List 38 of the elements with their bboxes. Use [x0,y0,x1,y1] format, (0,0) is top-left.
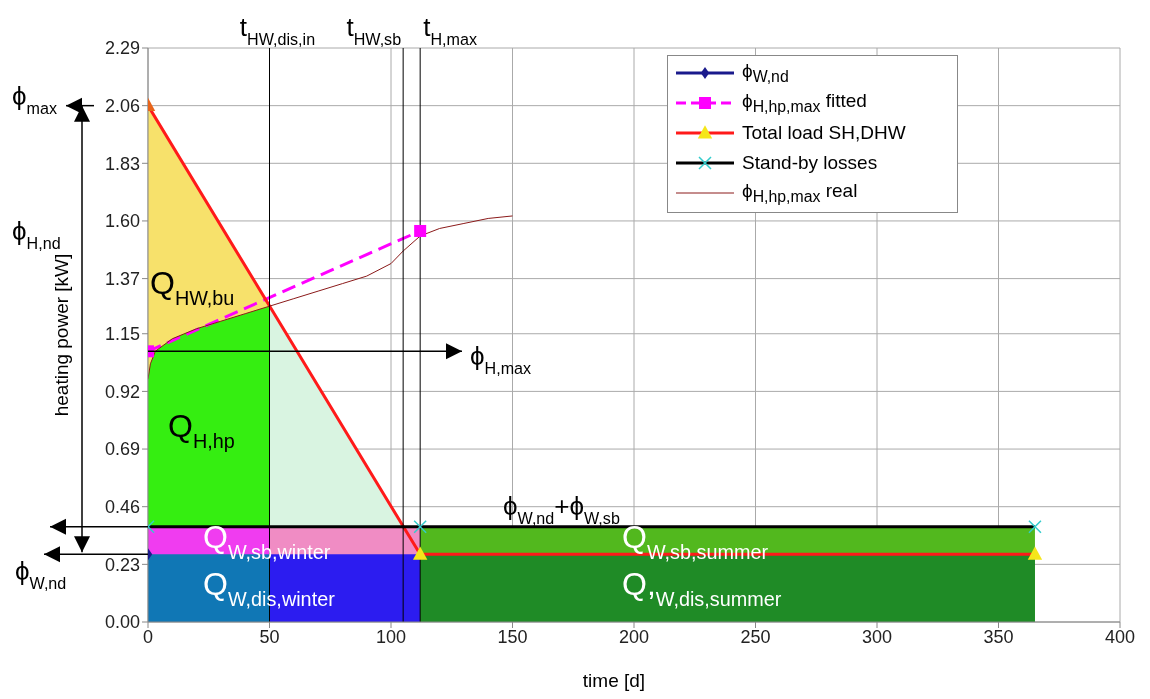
x-tick-label: 0 [142,626,154,647]
y-tick-label: 1.15 [104,324,140,345]
y-tick-label: 1.60 [104,211,140,232]
y-tick-label: 0.00 [104,612,140,633]
y-axis-title: heating power [kW] [51,253,72,417]
y-tick-label: 0.23 [104,554,140,575]
legend-label: ϕ$_{H,hp,max}$ fitted [742,90,867,116]
y-tick-label: 1.83 [104,153,140,174]
text: ϕ$_{max}$ [12,81,57,117]
y-tick-label: 0.46 [104,497,140,518]
annotation: ϕ$_{H,max}$ [470,341,532,377]
ref-line-label: t$_{HW,dis,in}$ [239,12,316,48]
x-tick-label: 50 [259,626,280,647]
x-tick-label: 350 [983,626,1014,647]
text: ϕ$_{W,nd}$ [15,556,67,592]
x-axis-title: time [d] [582,670,646,691]
x-tick-label: 250 [740,626,771,647]
legend-label: ϕ$_{W,nd}$ [742,60,789,86]
legend-label: Total load SH,DHW [742,122,906,144]
annotation: Q$_{HW,bu}$ [150,265,235,309]
ref-line-label: t$_{H,max}$ [423,12,477,48]
ref-line-label: t$_{HW,sb}$ [346,12,402,48]
text: ϕ$_{H,nd}$ [12,216,61,252]
annotation: Q$_{H,hp}$ [168,408,235,452]
x-tick-label: 200 [618,626,650,647]
y-tick-label: 0.92 [104,381,140,402]
annotation: Q,$_{W,dis,summer}$ [622,566,782,610]
annotation: ϕ$_{W,nd}$+ϕ$_{W,sb}$ [503,491,620,527]
x-tick-label: 300 [861,626,893,647]
x-tick-label: 400 [1104,626,1136,647]
legend-label: Stand-by losses [742,152,878,174]
y-tick-label: 2.29 [104,38,140,59]
y-tick-label: 1.37 [104,268,140,289]
x-tick-label: 100 [375,626,407,647]
y-tick-label: 2.06 [104,96,140,117]
x-tick-label: 150 [497,626,528,647]
legend-label: ϕ$_{H,hp,max}$ real [742,180,858,206]
y-tick-label: 0.69 [104,439,140,460]
